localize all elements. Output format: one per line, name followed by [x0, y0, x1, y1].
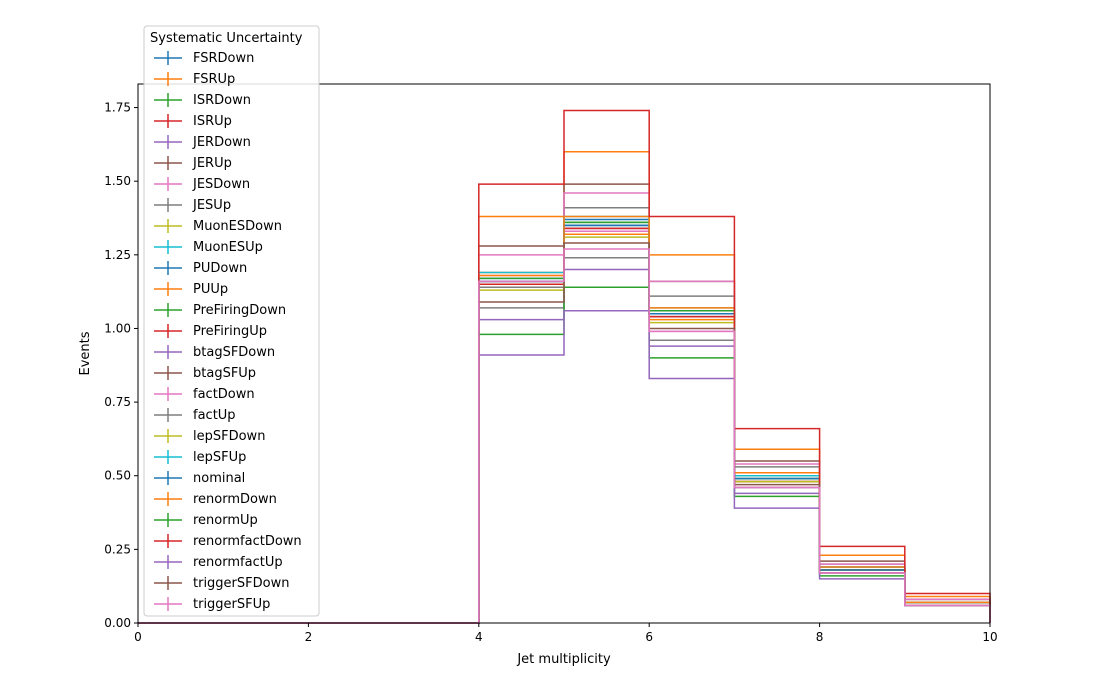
legend-label: triggerSFDown [193, 576, 289, 591]
y-tick-label: 0.00 [104, 616, 131, 630]
legend-label: PUDown [193, 261, 247, 276]
legend-label: PreFiringUp [193, 324, 267, 339]
legend-item: JESDown [154, 177, 250, 192]
x-tick-label: 0 [134, 630, 142, 644]
x-axis: 0 2 4 6 8 10 [134, 623, 998, 644]
legend-item: renormUp [154, 513, 258, 528]
legend-label: btagSFDown [193, 345, 275, 360]
legend-label: renormfactDown [193, 534, 302, 549]
legend-item: btagSFUp [154, 366, 256, 381]
legend-item: ISRDown [154, 93, 251, 108]
legend-label: MuonESDown [193, 219, 282, 234]
legend-label: lepSFUp [193, 450, 246, 465]
legend-label: nominal [193, 471, 245, 486]
y-tick-label: 1.00 [104, 321, 131, 335]
axes-frame [137, 83, 991, 624]
legend-label: renormUp [193, 513, 258, 528]
legend-label: FSRDown [193, 51, 254, 66]
legend-item: PUDown [154, 261, 247, 276]
y-tick-label: 1.50 [104, 174, 131, 188]
y-tick-label: 0.50 [104, 469, 131, 483]
legend: Systematic Uncertainty FSRDown FSRUp ISRDo… [143, 25, 320, 617]
x-tick-label: 6 [645, 630, 653, 644]
x-tick-label: 10 [982, 630, 997, 644]
legend-label: triggerSFUp [193, 597, 270, 612]
legend-item: triggerSFUp [154, 597, 270, 612]
legend-box [143, 25, 320, 617]
legend-label: PUUp [193, 282, 228, 297]
legend-item: MuonESDown [154, 219, 282, 234]
legend-label: JERUp [192, 156, 232, 171]
legend-item: renormDown [154, 492, 277, 507]
legend-item: factDown [154, 387, 255, 402]
legend-label: JERDown [192, 135, 251, 150]
legend-item: lepSFDown [154, 429, 265, 444]
x-tick-label: 2 [305, 630, 313, 644]
legend-label: JESUp [192, 198, 231, 213]
legend-label: factDown [193, 387, 255, 402]
y-tick-label: 0.75 [104, 395, 131, 409]
legend-item: JERUp [154, 156, 232, 171]
legend-item: MuonESUp [154, 240, 263, 255]
legend-item: triggerSFDown [154, 576, 289, 591]
y-tick-label: 1.75 [104, 101, 131, 115]
legend-item: FSRDown [154, 51, 254, 66]
legend-label: PreFiringDown [193, 303, 286, 318]
legend-item: PreFiringDown [154, 303, 286, 318]
legend-item: FSRUp [154, 72, 235, 87]
legend-label: lepSFDown [193, 429, 265, 444]
legend-item: JERDown [154, 135, 251, 150]
legend-label: renormfactUp [193, 555, 283, 570]
legend-item: PUUp [154, 282, 228, 297]
legend-label: ISRDown [193, 93, 251, 108]
x-tick-label: 8 [816, 630, 824, 644]
y-tick-label: 0.25 [104, 542, 131, 556]
legend-label: btagSFUp [193, 366, 256, 381]
legend-item: renormfactDown [154, 534, 302, 549]
x-axis-label: Jet multiplicity [516, 652, 611, 667]
legend-item: PreFiringUp [154, 324, 267, 339]
legend-item: lepSFUp [154, 450, 246, 465]
legend-label: renormDown [193, 492, 277, 507]
y-axis: 0.00 0.25 0.50 0.75 1.00 1.25 1.50 1.75 [104, 101, 138, 630]
legend-item: JESUp [154, 198, 231, 213]
legend-item: ISRUp [154, 114, 232, 129]
legend-label: ISRUp [193, 114, 232, 129]
legend-item: factUp [154, 408, 236, 423]
legend-item: btagSFDown [154, 345, 275, 360]
y-axis-label: Events [78, 331, 93, 375]
legend-label: JESDown [192, 177, 250, 192]
legend-label: factUp [193, 408, 236, 423]
x-tick-label: 4 [475, 630, 483, 644]
legend-item: nominal [154, 471, 245, 486]
y-tick-label: 1.25 [104, 248, 131, 262]
legend-label: FSRUp [193, 72, 235, 87]
legend-title: Systematic Uncertainty [150, 31, 303, 46]
legend-item: renormfactUp [154, 555, 283, 570]
legend-label: MuonESUp [193, 240, 263, 255]
